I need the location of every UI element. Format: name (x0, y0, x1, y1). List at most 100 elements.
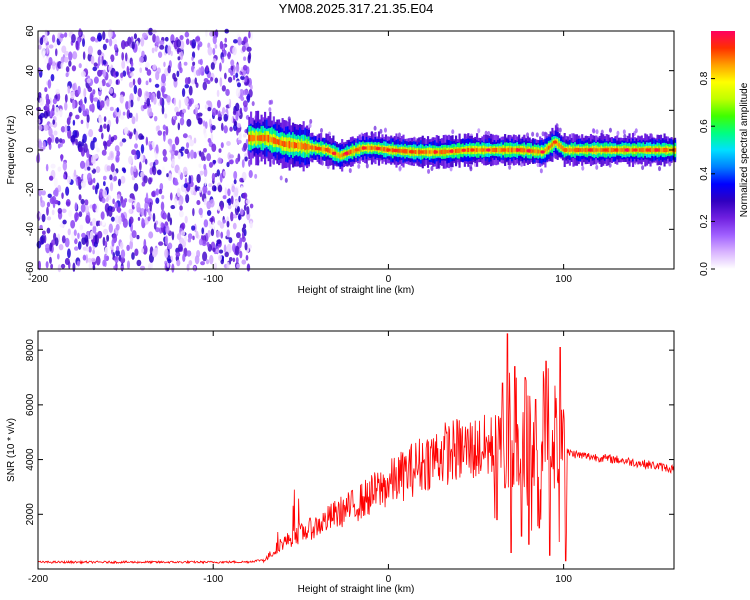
spectrogram-noise-cell (148, 27, 154, 36)
spectrogram-noise-cell (128, 112, 133, 119)
spectrogram-noise-cell (244, 76, 248, 83)
spectrogram-noise-cell (178, 210, 184, 218)
spectrogram-noise-cell (106, 165, 111, 172)
spectrogram-halo-cell (623, 133, 627, 139)
spectrogram-noise-cell (80, 180, 86, 188)
spectrogram-noise-cell (93, 97, 99, 102)
spectrogram-noise-cell (138, 190, 142, 201)
spectrogram-band-cell (290, 142, 293, 148)
spectrogram-noise-cell (222, 219, 227, 224)
spectrogram-noise-cell (211, 172, 216, 182)
spectrogram-noise-cell (232, 243, 236, 253)
spectrogram-noise-cell (70, 91, 75, 100)
spectrogram-peak-cell (603, 148, 608, 152)
spectrogram-halo-cell (398, 166, 402, 172)
spectrogram-noise-cell (228, 115, 233, 125)
spectrogram-noise-cell (236, 139, 242, 144)
spectrogram-noise-cell (48, 175, 54, 181)
colorbar-tick-label: 0.2 (699, 214, 710, 228)
spectrogram-noise-cell (210, 133, 214, 141)
spectrogram-band-cell (584, 148, 587, 152)
spectrogram-noise-cell (137, 216, 141, 221)
spectrogram-halo-cell (254, 173, 258, 179)
spectrogram-band-cell (567, 147, 570, 153)
spectrogram-noise-cell (230, 211, 234, 222)
spectrogram-noise-cell (210, 62, 215, 70)
spectrogram-noise-cell (98, 116, 103, 124)
spectrogram-band-cell (638, 148, 642, 152)
spectrogram-noise-cell (243, 204, 247, 211)
spectrogram-noise-cell (167, 45, 172, 56)
spectrogram-noise-cell (243, 228, 247, 237)
spectrogram-noise-cell (63, 173, 67, 180)
snr-panel: -200 -100 0 100 2000 4000 6000 8000 Height of s… (6, 330, 675, 595)
spectrogram-band-cell (521, 147, 524, 153)
spectrogram-noise-cell (50, 163, 56, 169)
spectrogram-noise-cell (88, 153, 92, 164)
spectrogram-halo-cell (251, 101, 255, 107)
spectrogram-noise-cell (87, 86, 93, 93)
spectrogram-noise-cell (60, 125, 66, 133)
snr-xlabel: Height of straight line (km) (298, 584, 415, 595)
spectrogram-band-cell (437, 150, 440, 154)
spectrogram-peak-cell (624, 148, 629, 152)
spectrogram-noise-cell (76, 260, 81, 267)
spectrogram-noise-cell (198, 238, 203, 246)
spectrogram-noise-cell (118, 215, 122, 225)
spectrogram-band-cell (369, 145, 372, 151)
spectrogram-band-cell (426, 150, 430, 154)
spectrogram-noise-cell (221, 56, 225, 64)
spectrogram-noise-cell (44, 244, 50, 249)
spectrogram-band-cell (644, 147, 647, 153)
spectrogram-peak-cell (663, 148, 668, 152)
spectrogram-band-cell (596, 148, 600, 152)
spectrogram-noise-cell (247, 54, 251, 64)
spectrogram-noise-cell (238, 239, 242, 249)
spectrogram-band-cell (267, 134, 270, 143)
spectrogram-peak-cell (386, 148, 391, 152)
spectrogram-noise-cell (77, 232, 80, 240)
spectrogram-noise-cell (74, 238, 78, 245)
spectrogram-peak-cell (419, 150, 424, 154)
spectrogram-noise-cell (201, 227, 205, 235)
spectrogram-ytick-label: 0 (25, 147, 36, 153)
spectrogram-band-cell (257, 135, 260, 141)
spectrogram-noise-cell (107, 156, 111, 161)
snr-ytick-label: 6000 (25, 393, 36, 416)
spectrogram-noise-cell (230, 195, 234, 205)
spectrogram-noise-cell (181, 113, 184, 119)
spectrogram-noise-cell (109, 87, 114, 94)
spectrogram-noise-cell (64, 124, 68, 133)
spectrogram-band-cell (630, 148, 633, 152)
spectrogram-noise-cell (224, 72, 227, 80)
spectrogram-band-cell (330, 149, 333, 155)
spectrogram-band-cell (381, 147, 384, 151)
spectrogram-noise-cell (218, 254, 222, 261)
colorbar-gradient (711, 31, 735, 269)
spectrogram-noise-cell (46, 227, 51, 234)
spectrogram-peak-cell (515, 148, 521, 152)
spectrogram-band-cell (384, 147, 388, 152)
spectrogram-noise-cell (62, 219, 67, 225)
spectrogram-noise-cell (68, 111, 73, 117)
spectrogram-halo-cell (535, 132, 539, 138)
spectrogram-noise-cell (86, 114, 90, 123)
spectrogram-xtick-label: -100 (203, 274, 223, 285)
spectrogram-band-cell (383, 147, 386, 152)
spectrogram-noise-cell (97, 49, 102, 56)
spectrogram-band-cell (314, 145, 317, 151)
spectrogram-noise-cell (92, 66, 98, 72)
spectrogram-band-cell (418, 149, 421, 155)
spectrogram-noise-cell (105, 38, 109, 43)
spectrogram-noise-cell (176, 39, 182, 48)
spectrogram-noise-cell (130, 99, 134, 108)
spectrogram-noise-cell (38, 124, 43, 131)
spectrogram-noise-cell (113, 175, 118, 182)
spectrogram-noise-cell (208, 161, 214, 168)
spectrogram-noise-cell (165, 145, 171, 152)
spectrogram-band-cell (446, 149, 449, 154)
spectrogram-noise-cell (218, 249, 224, 254)
spectrogram-band-cell (623, 147, 626, 153)
spectrogram-noise-cell (221, 85, 226, 92)
spectrogram-noise-cell (237, 36, 242, 46)
